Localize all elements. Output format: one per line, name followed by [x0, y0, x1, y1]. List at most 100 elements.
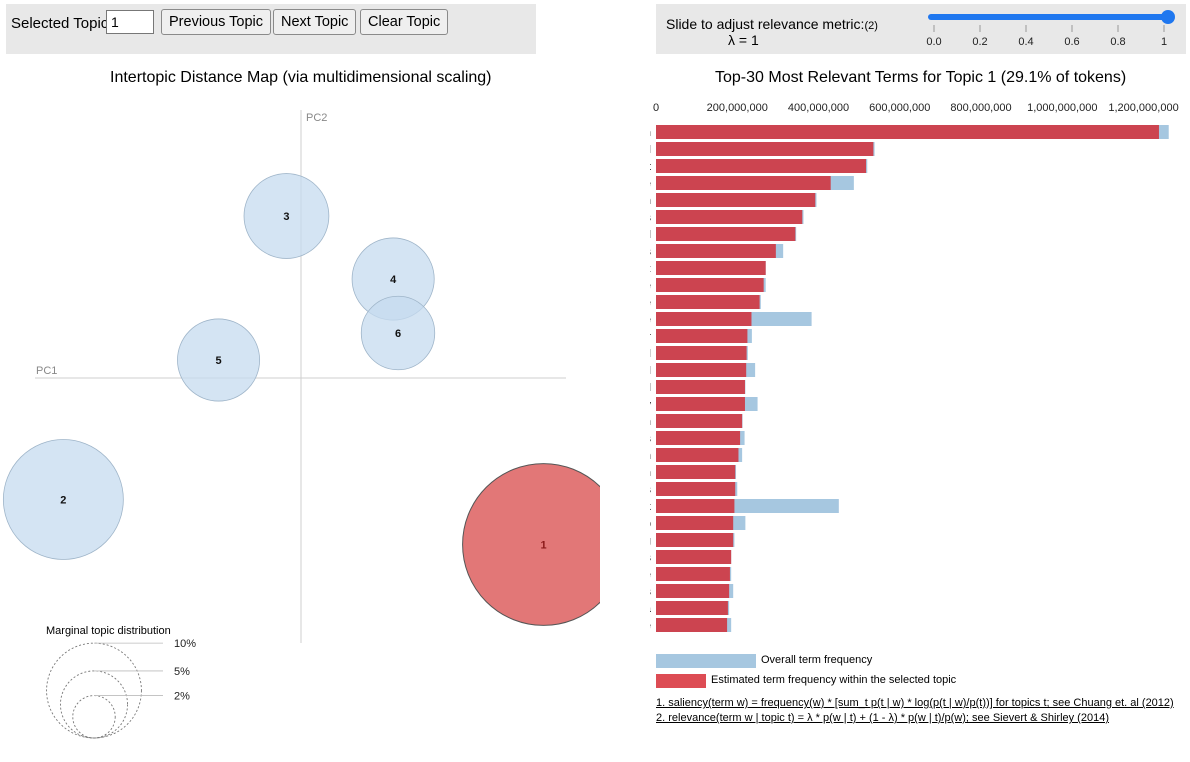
topic-frequency-bar: [656, 397, 745, 411]
term-bar-chart-title: Top-30 Most Relevant Terms for Topic 1 (…: [715, 69, 1127, 86]
selected-topic-label: Selected Topic:: [11, 15, 113, 32]
x-tick-label: 0: [653, 102, 659, 114]
term-label[interactable]: ingredients: [650, 212, 651, 224]
selected-topic-input[interactable]: [106, 10, 154, 34]
slider-tick-label: 0.0: [926, 36, 941, 48]
term-label[interactable]: use: [650, 178, 651, 190]
term-label[interactable]: help: [650, 518, 651, 530]
term-label[interactable]: oz: [650, 263, 651, 275]
topic-bubble-3[interactable]: [243, 173, 330, 259]
term-label[interactable]: extract: [650, 161, 651, 173]
term-label[interactable]: face: [650, 314, 651, 326]
size-legend-circle: [46, 642, 142, 739]
term-label[interactable]: complexion: [650, 416, 651, 428]
size-legend-circle: [60, 670, 128, 739]
topic-frequency-bar: [656, 550, 732, 564]
slider-footnote-ref: (2): [864, 20, 878, 32]
term-label[interactable]: acid: [650, 229, 651, 241]
topic-frequency-bar: [656, 261, 766, 275]
topic-frequency-bar: [656, 329, 748, 343]
term-bar-chart: 0 200,000,000 400,000,000 600,000,000 800,00…: [650, 102, 1179, 632]
topic-frequency-bar: [656, 431, 741, 445]
topic-bubble-label: 3: [283, 211, 289, 223]
legend-overall-label: Overall term frequency: [761, 654, 873, 666]
topic-frequency-bar: [656, 176, 831, 190]
term-label[interactable]: formula: [650, 603, 652, 615]
relevance-controls-bar: Slide to adjust relevance metric:(2) λ =…: [656, 4, 1186, 54]
slider-tick-label: 0.2: [972, 36, 987, 48]
legend-topic-label: Estimated term frequency within the sele…: [711, 674, 957, 686]
term-label[interactable]: skin: [650, 127, 651, 139]
footnote-saliency[interactable]: 1. saliency(term w) = frequency(w) * [su…: [656, 697, 1174, 709]
topic-frequency-bar: [656, 210, 803, 224]
intertopic-distance-map: PC2 PC1 1 2 3 4 5 6 Marginal topic distributi…: [2, 110, 600, 739]
topic-frequency-bar: [656, 533, 734, 547]
term-label[interactable]: oil: [650, 144, 651, 156]
slider-tick-label: 0.4: [1018, 36, 1033, 48]
term-label[interactable]: serum: [650, 195, 651, 207]
size-legend-circle: [72, 695, 116, 739]
topic-bubble-2[interactable]: [2, 439, 124, 560]
legend-overall-swatch: [656, 654, 756, 668]
legend-topic-swatch: [656, 674, 706, 688]
pc2-axis-label: PC2: [306, 112, 327, 124]
x-tick-label: 400,000,000: [788, 102, 849, 114]
lambda-value-label: λ = 1: [728, 32, 759, 48]
topic-frequency-bar: [656, 414, 743, 428]
previous-topic-button[interactable]: Previous Topic: [161, 9, 272, 35]
size-legend-label: 10%: [174, 638, 196, 650]
topic-frequency-bar: [656, 142, 874, 156]
clear-topic-button[interactable]: Clear Topic: [360, 9, 449, 35]
term-label[interactable]: types: [650, 586, 651, 598]
topic-bubble-5[interactable]: [177, 318, 261, 402]
term-label[interactable]: wrinkles: [650, 484, 651, 496]
topic-frequency-bar: [656, 363, 747, 377]
x-tick-label: 600,000,000: [869, 102, 930, 114]
topic-frequency-bar: [656, 278, 764, 292]
term-label[interactable]: moisture: [650, 569, 651, 581]
term-label[interactable]: packaging: [650, 535, 651, 547]
term-label[interactable]: natural: [650, 365, 651, 377]
term-label[interactable]: lines: [650, 433, 651, 445]
size-legend-label: 2%: [174, 691, 190, 703]
term-label[interactable]: cream: [650, 450, 651, 462]
topic-bubble-6[interactable]: [360, 295, 436, 371]
term-label[interactable]: helps: [650, 246, 652, 258]
footnote-relevance[interactable]: 2. relevance(term w | topic t) = λ * p(w…: [656, 712, 1109, 724]
slider-tick-label: 0.6: [1064, 36, 1079, 48]
relevance-slider[interactable]: 0.0 0.2 0.4 0.6 0.8 1: [656, 4, 1186, 54]
term-label[interactable]: fine: [650, 620, 651, 632]
topic-frequency-bar: [656, 312, 752, 326]
marginal-distribution-title: Marginal topic distribution: [46, 625, 171, 637]
slider-track[interactable]: [928, 14, 1169, 20]
term-label[interactable]: eye: [650, 297, 651, 309]
slider-tick-label: 0.8: [1110, 36, 1125, 48]
term-label[interactable]: water: [650, 331, 651, 343]
slider-tick-label: 1: [1161, 36, 1167, 48]
term-label[interactable]: mask: [650, 501, 651, 513]
term-label[interactable]: facial: [650, 348, 651, 360]
term-label[interactable]: apply: [650, 399, 652, 411]
topic-frequency-bar: [656, 499, 735, 513]
next-topic-button[interactable]: Next Topic: [273, 9, 357, 35]
topic-frequency-bar: [656, 227, 796, 241]
term-label[interactable]: skin's: [650, 552, 651, 564]
topic-frequency-bar: [656, 346, 747, 360]
topic-frequency-bar: [656, 244, 776, 258]
topic-bubble-label: 6: [395, 328, 401, 340]
distance-map-title: Intertopic Distance Map (via multidimens…: [110, 69, 492, 86]
term-label[interactable]: vitamin: [650, 467, 651, 479]
topic-frequency-bar: [656, 516, 734, 530]
term-label[interactable]: appearance: [650, 280, 651, 292]
term-label[interactable]: seed: [650, 382, 651, 394]
size-legend-label: 5%: [174, 666, 190, 678]
topic-bubble-1[interactable]: [462, 463, 600, 626]
relevance-slider-label: Slide to adjust relevance metric:(2): [666, 16, 878, 32]
topic-bubble-label: 1: [540, 540, 546, 552]
topic-frequency-bar: [656, 125, 1159, 139]
topic-frequency-bar: [656, 618, 728, 632]
x-tick-label: 1,000,000,000: [1027, 102, 1097, 114]
topic-frequency-bar: [656, 448, 739, 462]
slider-knob[interactable]: [1161, 10, 1175, 24]
topic-frequency-bar: [656, 465, 736, 479]
